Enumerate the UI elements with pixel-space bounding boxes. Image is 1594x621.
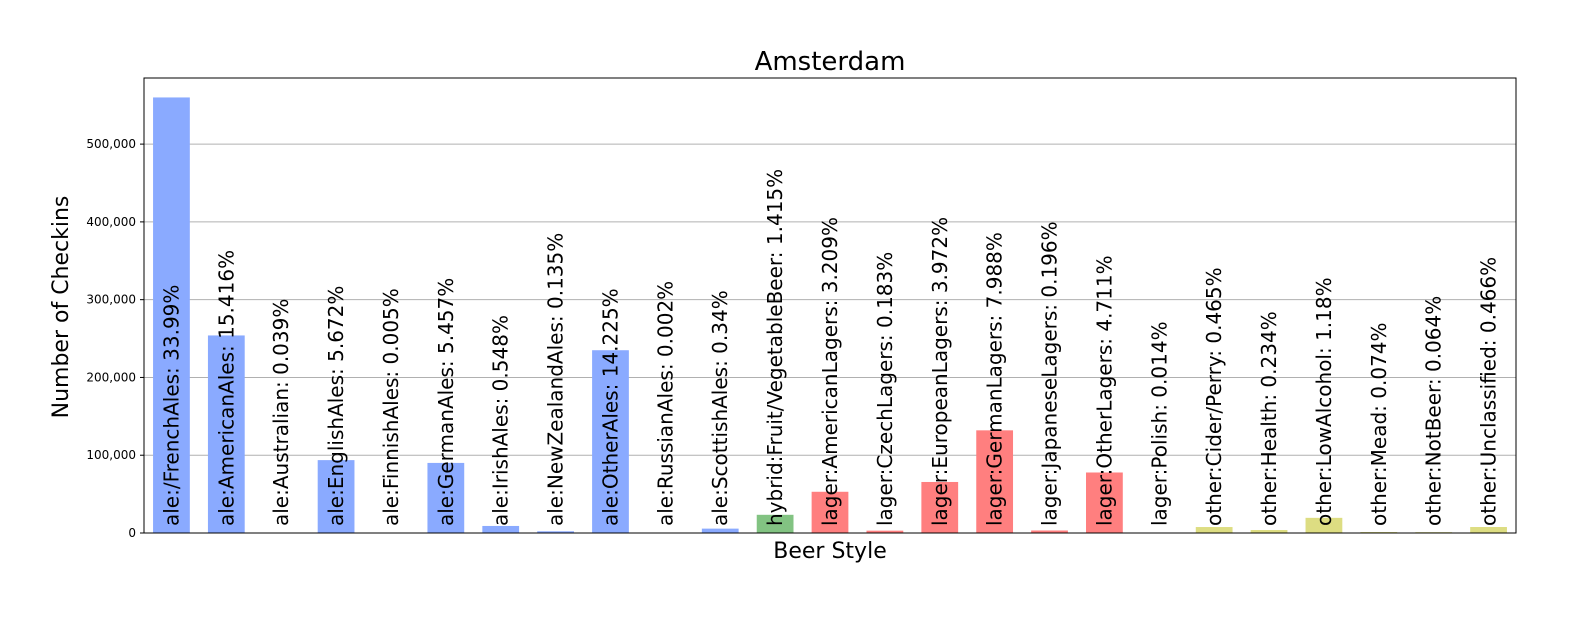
bar-lager-germanlagers [976,430,1014,533]
bar-lager-czechlagers [866,530,904,533]
bar-ale-newzealandales [537,531,574,533]
bar-lager-europeanlagers [921,481,959,533]
chart-title: Amsterdam [755,47,906,77]
bar-data-label: ale:FinnishAles: 0.005% [379,288,403,526]
bar-lager-americanlagers [811,491,849,533]
bar-other-cider-perry [1195,527,1233,533]
bar-lager-japaneselagers [1031,530,1068,533]
bar-data-label: ale:Australian: 0.039% [269,299,293,526]
bar-data-label: ale:AmericanAles: 15.416% [214,250,238,526]
bar-data-label: ale:IrishAles: 0.548% [489,315,513,526]
bar-ale-scottishales [701,528,739,533]
gridlines [144,143,1516,456]
bar-ale-englishales [317,460,355,533]
y-tick-label: 300,000 [86,293,136,307]
bar-hybrid-fruit-vegetablebeer [756,514,794,533]
y-tick-label: 0 [128,526,136,540]
bar-data-label: hybrid:Fruit/VegetableBeer: 1.415% [763,169,787,526]
bar-data-label: lager:CzechLagers: 0.183% [873,252,897,526]
y-tick-label: 400,000 [86,215,136,229]
y-tick-label: 100,000 [86,448,136,462]
bar-data-label: ale:RussianAles: 0.002% [653,281,677,526]
bar-data-label: lager:JapaneseLagers: 0.196% [1038,221,1062,526]
bar-data-label: lager:EuropeanLagers: 3.972% [928,217,952,526]
bar-lager-otherlagers [1086,472,1123,533]
bar-data-label: other:Cider/Perry: 0.465% [1202,267,1226,526]
bar-data-label: other:Unclassified: 0.466% [1477,257,1501,526]
bar-ale-americanales [207,335,245,533]
bar-data-label: other:Mead: 0.074% [1367,322,1391,526]
bar-data-label: ale:OtherAles: 14.225% [598,288,622,526]
x-axis-label: Beer Style [773,539,886,564]
bar-data-label: ale:ScottishAles: 0.34% [708,290,732,526]
bar-ale-otherales [592,350,629,533]
bar-data-label: other:Health: 0.234% [1257,311,1281,526]
bar-data-label: other:NotBeer: 0.064% [1422,296,1446,526]
bar-other-unclassified [1470,527,1507,533]
bar-data-label: lager:AmericanLagers: 3.209% [818,217,842,526]
bar-data-label: ale:/FrenchAles: 33.99% [159,285,183,526]
bars [153,97,1507,533]
bar-data-label: ale:GermanAles: 5.457% [434,278,458,526]
bar-data-label: ale:EnglishAles: 5.672% [324,286,348,526]
bar-data-label: lager:GermanLagers: 7.988% [983,232,1007,526]
bar-ale-germanales [427,462,465,533]
y-tick-label: 500,000 [86,137,136,151]
y-tick-label: 200,000 [86,370,136,384]
plot-frame [143,77,1517,534]
bar-ale-frenchales [153,97,190,533]
bar-ale-irishales [482,525,520,533]
bar-data-label: other:LowAlcohol: 1.18% [1312,277,1336,526]
bar-data-label: ale:NewZealandAles: 0.135% [544,233,568,526]
y-axis-label: Number of Checkins [49,196,74,419]
bar-data-label: lager:Polish: 0.014% [1147,321,1171,526]
bar-data-label: lager:OtherLagers: 4.711% [1092,255,1116,526]
bar-other-lowalcohol [1305,517,1343,533]
bar-other-health [1250,529,1288,533]
bar-labels: ale:/FrenchAles: 33.99% ale:AmericanAles:… [159,169,1500,526]
y-axis: 0 100,000 200,000 300,000 400,000 500,000 [86,137,144,540]
